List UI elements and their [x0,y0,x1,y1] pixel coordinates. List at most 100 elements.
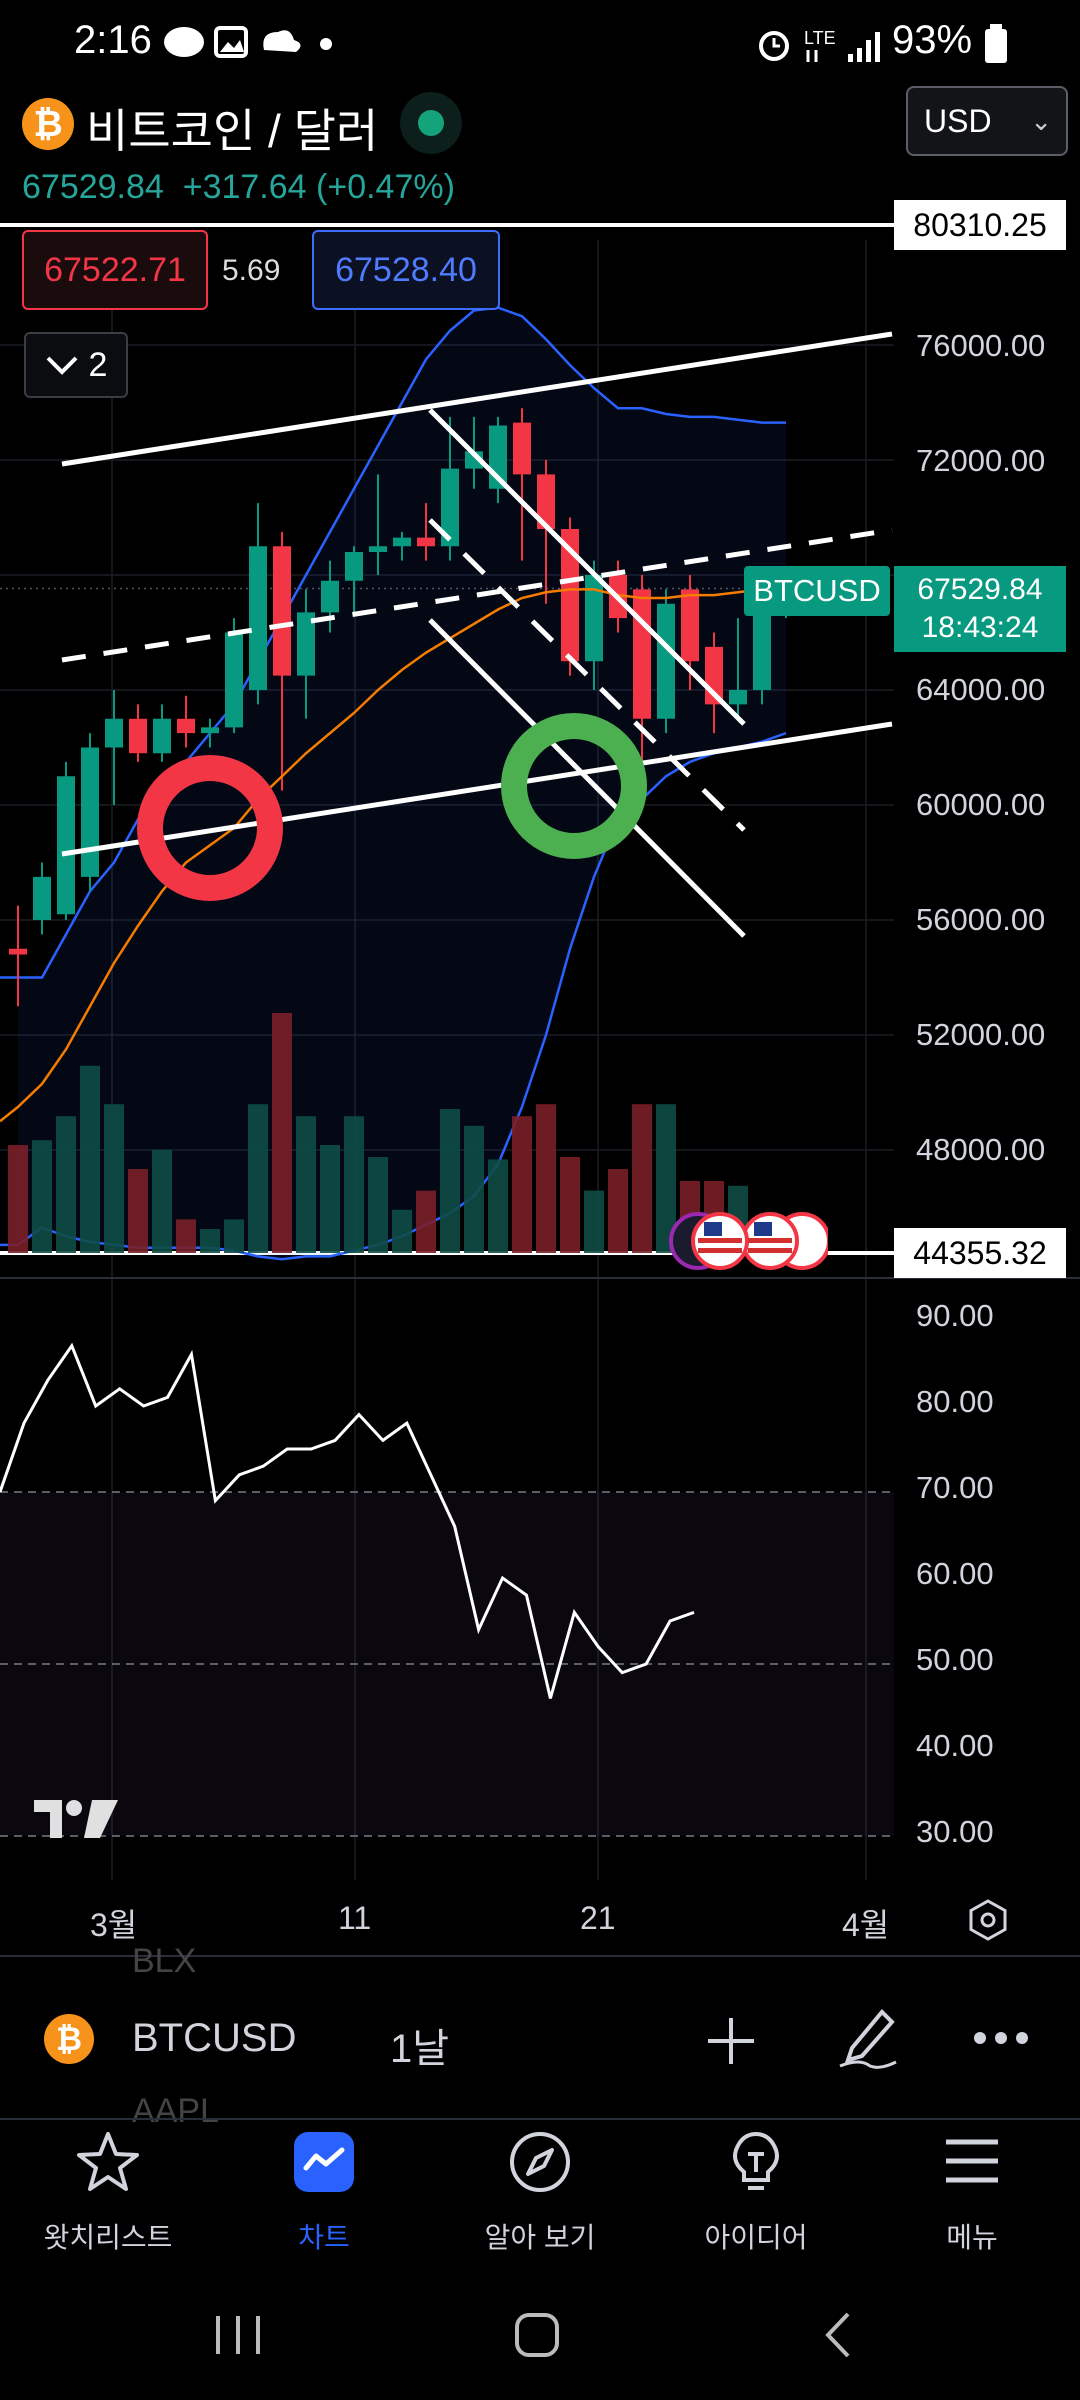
candle-body [537,474,555,529]
candle-body [201,727,219,734]
nav-explore[interactable]: 알아 보기 [432,2130,648,2253]
candle-body [417,537,435,547]
candle-body [177,718,195,734]
nav-chart-label: 차트 [298,2222,350,2253]
chevron-down-icon: ⌄ [1030,106,1052,136]
candle [225,618,243,734]
currency-value: USD [924,102,992,139]
symbol-carousel-item: AAPL [132,2092,219,2130]
spread-value: 5.69 [222,254,281,287]
volume-bar [128,1169,148,1253]
indicator-count: 2 [88,345,108,384]
economic-event-flags[interactable] [668,1208,828,1274]
nav-ideas[interactable]: 아이디어 [648,2130,864,2253]
chart-icon [294,2132,354,2192]
volume-bar [560,1157,580,1253]
nav-menu[interactable]: 메뉴 [864,2130,1080,2253]
candle-body [297,612,315,676]
volume-bar [608,1169,628,1253]
volume-bar [224,1219,244,1253]
recent-apps-icon[interactable] [210,2310,270,2360]
candle [129,704,147,762]
price-axis-label: 76000.00 [916,328,1046,363]
price-line-bottom-label: 44355.32 [894,1228,1066,1278]
candle-body [129,718,147,754]
status-time: 2:16 [74,18,152,62]
volume-bar [584,1190,604,1253]
descending-channel-dashed [428,518,746,832]
toolbar-interval-button[interactable]: 1날 [390,2027,450,2071]
symbol-carousel-item: BLX [132,1942,197,1980]
candle [345,546,363,613]
signal-icons: LTE [759,28,880,62]
symbol-title[interactable]: 비트코인 / 달러 [86,105,379,157]
volume-bar [104,1104,124,1253]
chart-settings-icon[interactable] [966,1898,1010,1942]
price-axis-label: 56000.00 [916,902,1046,937]
price-axis-label: 72000.00 [916,443,1046,478]
candle-body [657,603,675,719]
symbol-price-tag: BTCUSD [744,566,890,616]
bollinger-band-fill [18,307,786,1260]
price-summary: 67529.84 +317.64 (+0.47%) [22,168,455,207]
candle-body [441,468,459,547]
compass-icon [510,2132,570,2192]
candle-body [345,552,363,581]
candle [177,695,195,748]
volume-bar [536,1104,556,1253]
candle-body [105,718,123,748]
candle [417,503,435,561]
volume-bar [440,1109,460,1253]
sell-price-button[interactable]: 67522.71 [22,230,208,310]
price-axis-label: 64000.00 [916,672,1046,707]
rsi-axis-label: 60.00 [916,1556,994,1591]
toolbar-symbol-button[interactable]: BTCUSD [132,2016,297,2060]
add-icon[interactable] [704,2014,758,2068]
indicator-toggle-button[interactable]: 2 [24,332,128,398]
volume-bar [176,1219,196,1253]
volume-bar [32,1140,52,1253]
price-line-top-label: 80310.25 [894,200,1066,250]
time-axis-label: 21 [580,1900,616,1936]
volume-bar [200,1229,220,1253]
candle-body [633,589,651,719]
buy-price-button[interactable]: 67528.40 [312,230,500,310]
last-price: 67529.84 [22,168,164,206]
candle [33,862,51,935]
volume-bar [344,1116,364,1253]
volume-bar [248,1104,268,1253]
descending-channel-line [428,618,746,938]
drawing-tools-icon[interactable] [836,2004,900,2070]
trend-line-lower [61,721,893,857]
rsi-axis-label: 50.00 [916,1642,994,1677]
candle [537,460,555,604]
candle-body [9,948,27,955]
candle-body [561,529,579,662]
time-axis-label: 3월 [90,1907,138,1943]
candle [393,531,411,561]
bollinger-upper-line [0,306,786,979]
status-bar: 2:16 LTE 93% [0,0,1080,84]
nav-menu-label: 메뉴 [946,2222,998,2253]
back-icon[interactable] [820,2310,860,2360]
volume-bar [392,1209,412,1253]
price-axis-label: 48000.00 [916,1132,1046,1167]
volume-bar [80,1065,100,1253]
volume-bar [296,1116,316,1253]
nav-chart[interactable]: 차트 [216,2130,432,2253]
time-axis-label: 11 [338,1900,372,1936]
price-axis-label: 60000.00 [916,787,1046,822]
candle-body [249,546,267,690]
notification-icons [164,26,332,58]
rsi-axis-label: 80.00 [916,1384,994,1419]
home-icon[interactable] [512,2310,562,2360]
currency-select[interactable]: USD ⌄ [906,86,1068,156]
rsi-axis-label: 90.00 [916,1298,994,1333]
nav-watchlist[interactable]: 왓치리스트 [0,2130,216,2253]
volume-bar [512,1116,532,1253]
lightbulb-icon [733,2131,779,2190]
battery-percent: 93% [892,18,973,62]
candle [201,718,219,748]
more-icon[interactable] [972,2028,1030,2048]
current-price-tag: 67529.84 18:43:24 [894,566,1066,652]
